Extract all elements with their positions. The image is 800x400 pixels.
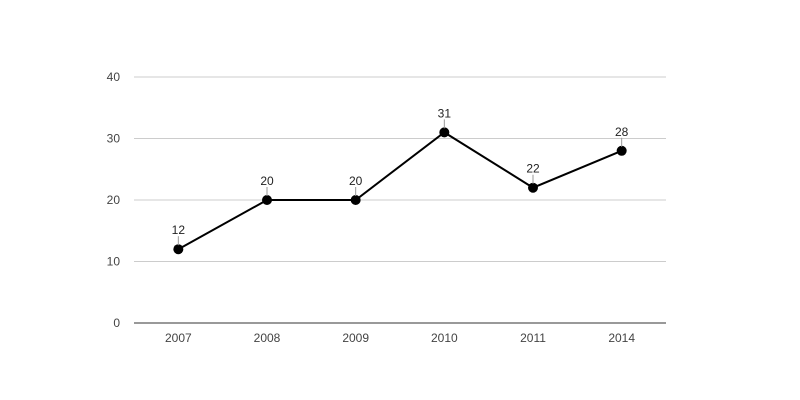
data-points: [173, 127, 627, 255]
x-tick-label: 2009: [342, 331, 369, 345]
y-tick-label: 40: [107, 70, 121, 84]
x-tick-label: 2014: [608, 331, 635, 345]
data-label: 31: [438, 106, 452, 120]
data-labels: 12 20 20 31 22 28: [172, 106, 629, 246]
y-tick-label: 0: [113, 316, 120, 330]
data-point: [616, 145, 627, 156]
series-line: [177, 131, 623, 251]
grid-lines: [134, 76, 666, 262]
x-tick-label: 2011: [520, 331, 546, 345]
x-tick-label: 2010: [431, 331, 458, 345]
y-tick-label: 30: [107, 132, 121, 146]
data-point: [350, 195, 361, 205]
data-point: [439, 127, 450, 138]
data-point: [528, 182, 538, 193]
x-axis-ticks: 2007 2008 2009 2010 2011 2014: [165, 331, 635, 345]
y-axis-ticks: 0 10 20 30 40: [107, 70, 121, 330]
data-label: 28: [615, 125, 629, 139]
y-tick-label: 20: [107, 193, 121, 207]
data-point: [173, 244, 184, 255]
data-point: [262, 195, 272, 205]
data-label: 20: [260, 174, 274, 188]
data-label: 20: [349, 174, 363, 188]
data-label: 12: [172, 223, 186, 237]
x-tick-label: 2008: [254, 331, 281, 345]
y-tick-label: 10: [107, 255, 121, 269]
data-label: 22: [526, 162, 540, 176]
x-tick-label: 2007: [165, 331, 192, 345]
